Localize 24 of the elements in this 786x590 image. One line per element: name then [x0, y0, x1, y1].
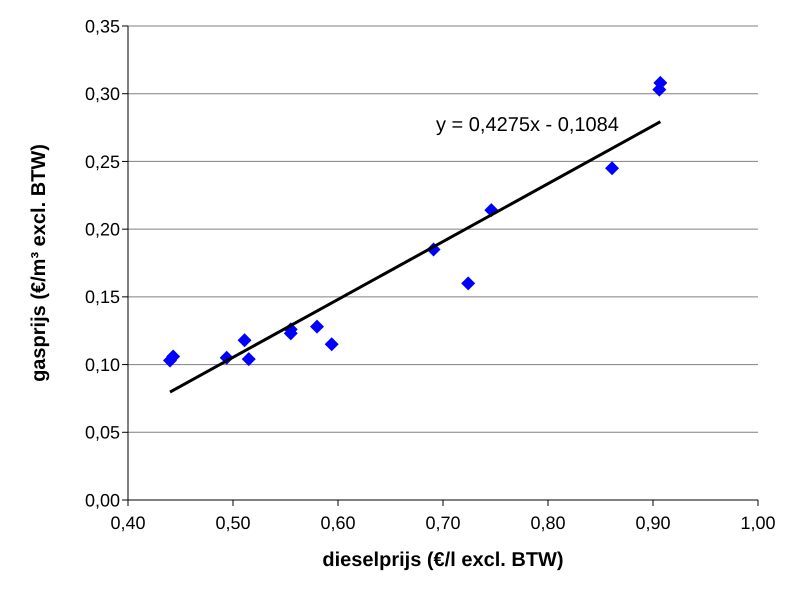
point — [242, 352, 256, 366]
point — [461, 276, 476, 290]
point — [605, 161, 620, 176]
y-tick-label: 0,25 — [84, 152, 120, 172]
y-tick-label: 0,20 — [84, 220, 120, 240]
x-tick-label: 0,70 — [425, 512, 461, 533]
point — [238, 333, 252, 348]
x-tick-label: 1,00 — [740, 512, 776, 533]
x-tick-label: 0,40 — [110, 512, 146, 533]
x-tick-label: 0,80 — [530, 512, 566, 533]
point — [310, 320, 324, 334]
y-tick-label: 0,35 — [84, 16, 120, 36]
x-tick-label: 0,60 — [320, 512, 356, 533]
y-axis-title: gasprijs (€/m³ excl. BTW) — [28, 144, 50, 382]
annotation: y = 0,4275x - 0,1084 — [436, 114, 619, 137]
x-tick-label: 0,50 — [215, 512, 251, 533]
point — [324, 337, 339, 352]
x-tick-label: 0,90 — [635, 512, 671, 533]
y-tick-label: 0,00 — [84, 490, 120, 510]
y-tick-label: 0,05 — [84, 422, 120, 443]
y-tick-label: 0,10 — [84, 354, 120, 375]
x-axis-title: dieselprijs (€/l excl. BTW) — [322, 549, 564, 571]
y-tick-label: 0,30 — [84, 84, 120, 104]
y-tick-label: 0,15 — [84, 287, 120, 308]
